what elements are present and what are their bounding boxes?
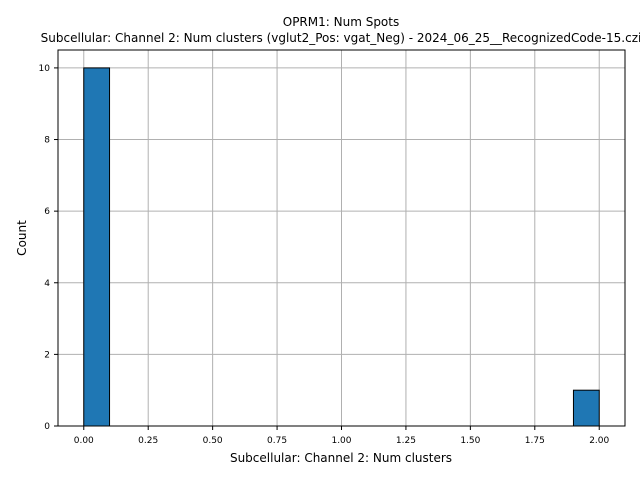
chart-title: OPRM1: Num Spots (283, 15, 399, 29)
x-axis-ticks: 0.00 0.25 0.50 0.75 1.00 1.25 1.50 1.75 2.00 (74, 426, 610, 446)
x-tick-label: 0.75 (267, 436, 287, 446)
x-tick-label: 1.75 (525, 436, 545, 446)
x-tick-label: 0.25 (138, 436, 158, 446)
y-tick-label: 6 (44, 207, 50, 217)
x-tick-label: 1.00 (331, 436, 351, 446)
x-tick-label: 2.00 (589, 436, 609, 446)
x-tick-label: 0.50 (203, 436, 223, 446)
x-tick-label: 0.00 (74, 436, 94, 446)
y-tick-label: 8 (44, 136, 50, 146)
y-tick-label: 4 (44, 279, 50, 289)
x-axis-label: Subcellular: Channel 2: Num clusters (230, 451, 452, 465)
y-tick-label: 10 (39, 64, 51, 74)
bars-group (83, 67, 600, 427)
chart-subtitle: Subcellular: Channel 2: Num clusters (vg… (41, 31, 640, 45)
x-tick-label: 1.50 (460, 436, 480, 446)
histogram-bar (83, 67, 111, 427)
x-tick-label: 1.25 (396, 436, 416, 446)
y-tick-label: 0 (44, 422, 50, 432)
y-tick-label: 2 (44, 350, 50, 360)
y-axis-ticks: 0 2 4 6 8 10 (39, 64, 58, 432)
y-axis-label: Count (15, 220, 29, 256)
histogram-bar (572, 389, 600, 427)
